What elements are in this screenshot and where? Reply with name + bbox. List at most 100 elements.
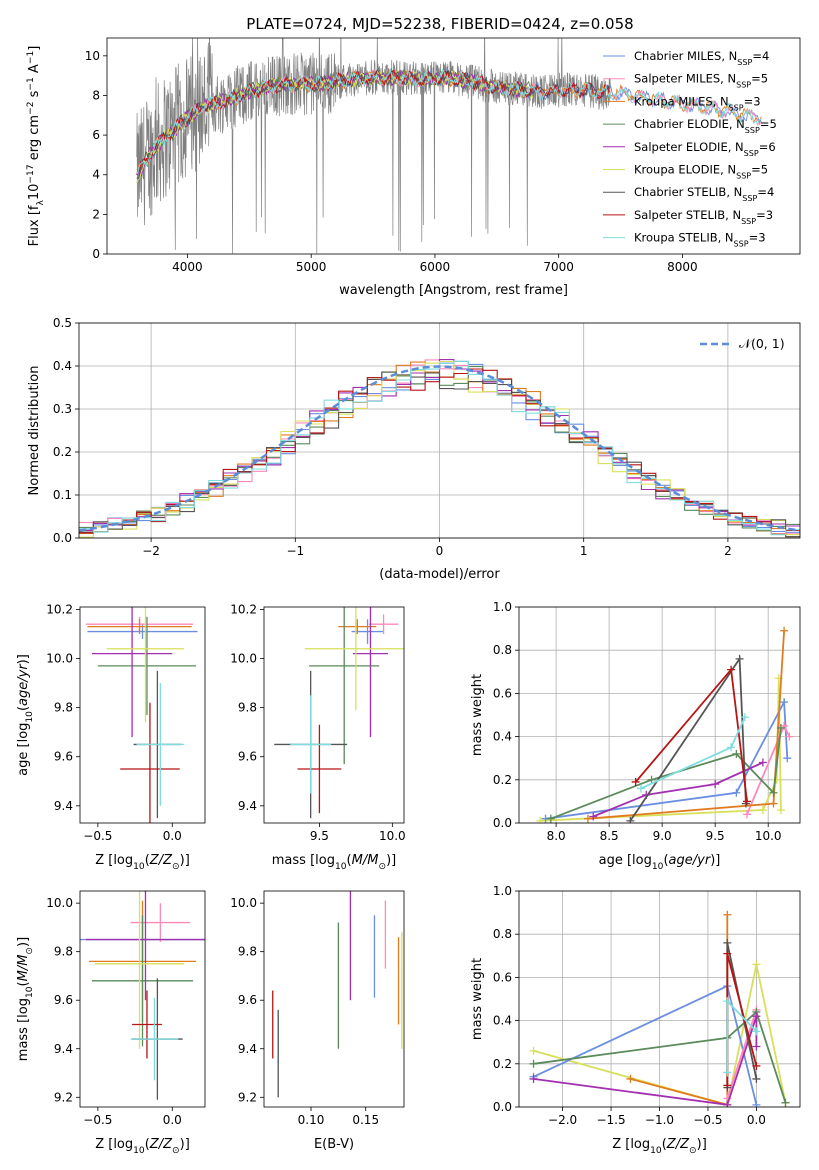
weight-marker bbox=[723, 997, 732, 1006]
x-tick-label: 0.0 bbox=[747, 1113, 766, 1127]
weight-marker bbox=[752, 1012, 761, 1021]
x-tick-label: −2 bbox=[142, 544, 160, 558]
weight-marker bbox=[723, 1100, 732, 1107]
y-tick-label: 10 bbox=[85, 49, 100, 63]
figure-title: PLATE=0724, MJD=52238, FIBERID=0424, z=0… bbox=[246, 15, 633, 33]
x-axis-label: age [log10(age/yr)] bbox=[599, 853, 721, 872]
axes-frame bbox=[78, 322, 801, 539]
y-tick-label: 0.2 bbox=[53, 445, 72, 459]
legend-label: Kroupa STELIB, NSSP=3 bbox=[634, 231, 766, 249]
weight-marker bbox=[752, 960, 761, 969]
weight-marker bbox=[776, 806, 785, 815]
x-tick-label: 10.0 bbox=[755, 829, 782, 843]
legend-label: 𝒩(0, 1) bbox=[739, 336, 785, 351]
y-tick-label: 10.0 bbox=[230, 896, 257, 910]
y-tick-label: 9.6 bbox=[238, 993, 257, 1007]
axes-frame bbox=[79, 606, 206, 824]
y-tick-label: 0.8 bbox=[493, 643, 512, 657]
x-tick-label: 8.0 bbox=[547, 829, 566, 843]
axes-frame bbox=[518, 606, 801, 824]
weight-marker bbox=[769, 799, 778, 808]
y-axis-label: Normed distribution bbox=[27, 366, 42, 496]
y-axis-label: Flux [fλ10−17 erg cm−2 s−1 A−1] bbox=[26, 46, 46, 247]
x-axis-label: Z [log10(Z/Z⊙)] bbox=[95, 1137, 190, 1156]
weight-marker bbox=[626, 1074, 635, 1083]
panel-mass-Z: −0.5 0.0 9.2 9.4 9.6 9.8 10.0 bbox=[46, 890, 206, 1127]
y-tick-label: 0.3 bbox=[53, 402, 72, 416]
spectrum-model-line bbox=[136, 67, 762, 175]
y-tick-label: 6 bbox=[92, 128, 100, 142]
x-tick-label: 0.0 bbox=[163, 1113, 182, 1127]
axes-frame bbox=[106, 37, 801, 255]
weight-marker bbox=[631, 777, 640, 786]
legend-label: Chabrier MILES, NSSP=4 bbox=[634, 49, 769, 67]
x-tick-label: 4000 bbox=[172, 260, 203, 274]
plot-area bbox=[85, 607, 198, 823]
weight-marker bbox=[723, 938, 732, 947]
x-tick-label: −2.0 bbox=[548, 1113, 577, 1127]
y-tick-label: 9.6 bbox=[238, 750, 257, 764]
weight-marker bbox=[589, 812, 598, 821]
panel-age-mass: 9.5 10.0 9.4 9.6 9.8 10.0 10.2 bbox=[230, 602, 406, 843]
x-tick-label: 0.0 bbox=[163, 829, 182, 843]
x-tick-label: −1.5 bbox=[596, 1113, 625, 1127]
weight-marker bbox=[740, 713, 749, 722]
x-axis-label: mass [log10(M/M⊙)] bbox=[272, 853, 396, 872]
x-tick-label: 0 bbox=[436, 544, 444, 558]
y-tick-label: 9.2 bbox=[238, 1090, 257, 1104]
x-tick-label: 6000 bbox=[420, 260, 451, 274]
y-tick-label: 9.8 bbox=[54, 701, 73, 715]
x-tick-label: 10.0 bbox=[379, 829, 406, 843]
weight-marker bbox=[772, 775, 781, 784]
weight-marker bbox=[723, 1081, 732, 1090]
weight-marker bbox=[732, 749, 741, 758]
y-tick-label: 9.4 bbox=[238, 799, 257, 813]
legend-label: Salpeter MILES, NSSP=5 bbox=[634, 72, 768, 90]
y-tick-label: 9.8 bbox=[238, 945, 257, 959]
x-tick-label: 0.10 bbox=[298, 1113, 325, 1127]
y-tick-label: 0 bbox=[92, 247, 100, 261]
weight-marker bbox=[752, 1061, 761, 1070]
weight-marker bbox=[529, 1074, 538, 1083]
legend-label: Chabrier STELIB, NSSP=4 bbox=[634, 185, 774, 203]
x-tick-label: 8.5 bbox=[600, 829, 619, 843]
x-axis-label: (data-model)/error bbox=[379, 567, 500, 582]
weight-marker bbox=[636, 784, 645, 793]
legend: Chabrier MILES, NSSP=4 Salpeter MILES, NS… bbox=[603, 49, 777, 248]
y-tick-label: 0.4 bbox=[493, 730, 512, 744]
y-tick-label: 0.0 bbox=[493, 816, 512, 830]
x-axis-label: Z [log10(Z/Z⊙)] bbox=[95, 853, 190, 872]
y-tick-label: 0.0 bbox=[53, 531, 72, 545]
normal-curve bbox=[79, 365, 800, 532]
y-tick-label: 9.6 bbox=[54, 993, 73, 1007]
weight-marker bbox=[711, 780, 720, 789]
y-tick-label: 9.2 bbox=[54, 1090, 73, 1104]
legend-label: Salpeter ELODIE, NSSP=6 bbox=[634, 140, 776, 158]
panel-spectrum: 4000 5000 6000 7000 8000 0 2 4 6 8 10 bbox=[85, 37, 801, 274]
weight-marker bbox=[626, 816, 635, 823]
weight-marker bbox=[727, 665, 736, 674]
panel-residuals: −2 −1 0 1 2 0.0 0.1 0.2 0.3 0.4 0.5 bbox=[53, 316, 801, 558]
weight-marker bbox=[752, 1100, 761, 1107]
x-axis-label: E(B-V) bbox=[314, 1137, 354, 1152]
weight-marker bbox=[785, 732, 794, 741]
weight-marker bbox=[723, 949, 732, 958]
axes-frame bbox=[263, 606, 405, 824]
y-tick-label: 0.6 bbox=[493, 970, 512, 984]
weight-marker bbox=[536, 816, 545, 823]
x-tick-label: 0.15 bbox=[352, 1113, 379, 1127]
y-tick-label: 9.4 bbox=[238, 1042, 257, 1056]
spectrum-model-line bbox=[136, 69, 611, 180]
y-tick-label: 9.8 bbox=[238, 701, 257, 715]
y-tick-label: 10.0 bbox=[46, 652, 73, 666]
x-tick-label: −1.0 bbox=[645, 1113, 674, 1127]
y-tick-label: 9.4 bbox=[54, 799, 73, 813]
panel-age-Z: −0.5 0.0 9.4 9.6 9.8 10.0 10.2 bbox=[46, 602, 206, 843]
y-tick-label: 0.5 bbox=[53, 316, 72, 330]
y-tick-label: 10.2 bbox=[46, 602, 73, 616]
weight-marker bbox=[752, 1074, 761, 1083]
axes-frame bbox=[79, 890, 206, 1108]
x-tick-label: −0.5 bbox=[83, 829, 112, 843]
weight-line bbox=[533, 1010, 787, 1103]
legend-label: Salpeter STELIB, NSSP=3 bbox=[634, 208, 773, 226]
